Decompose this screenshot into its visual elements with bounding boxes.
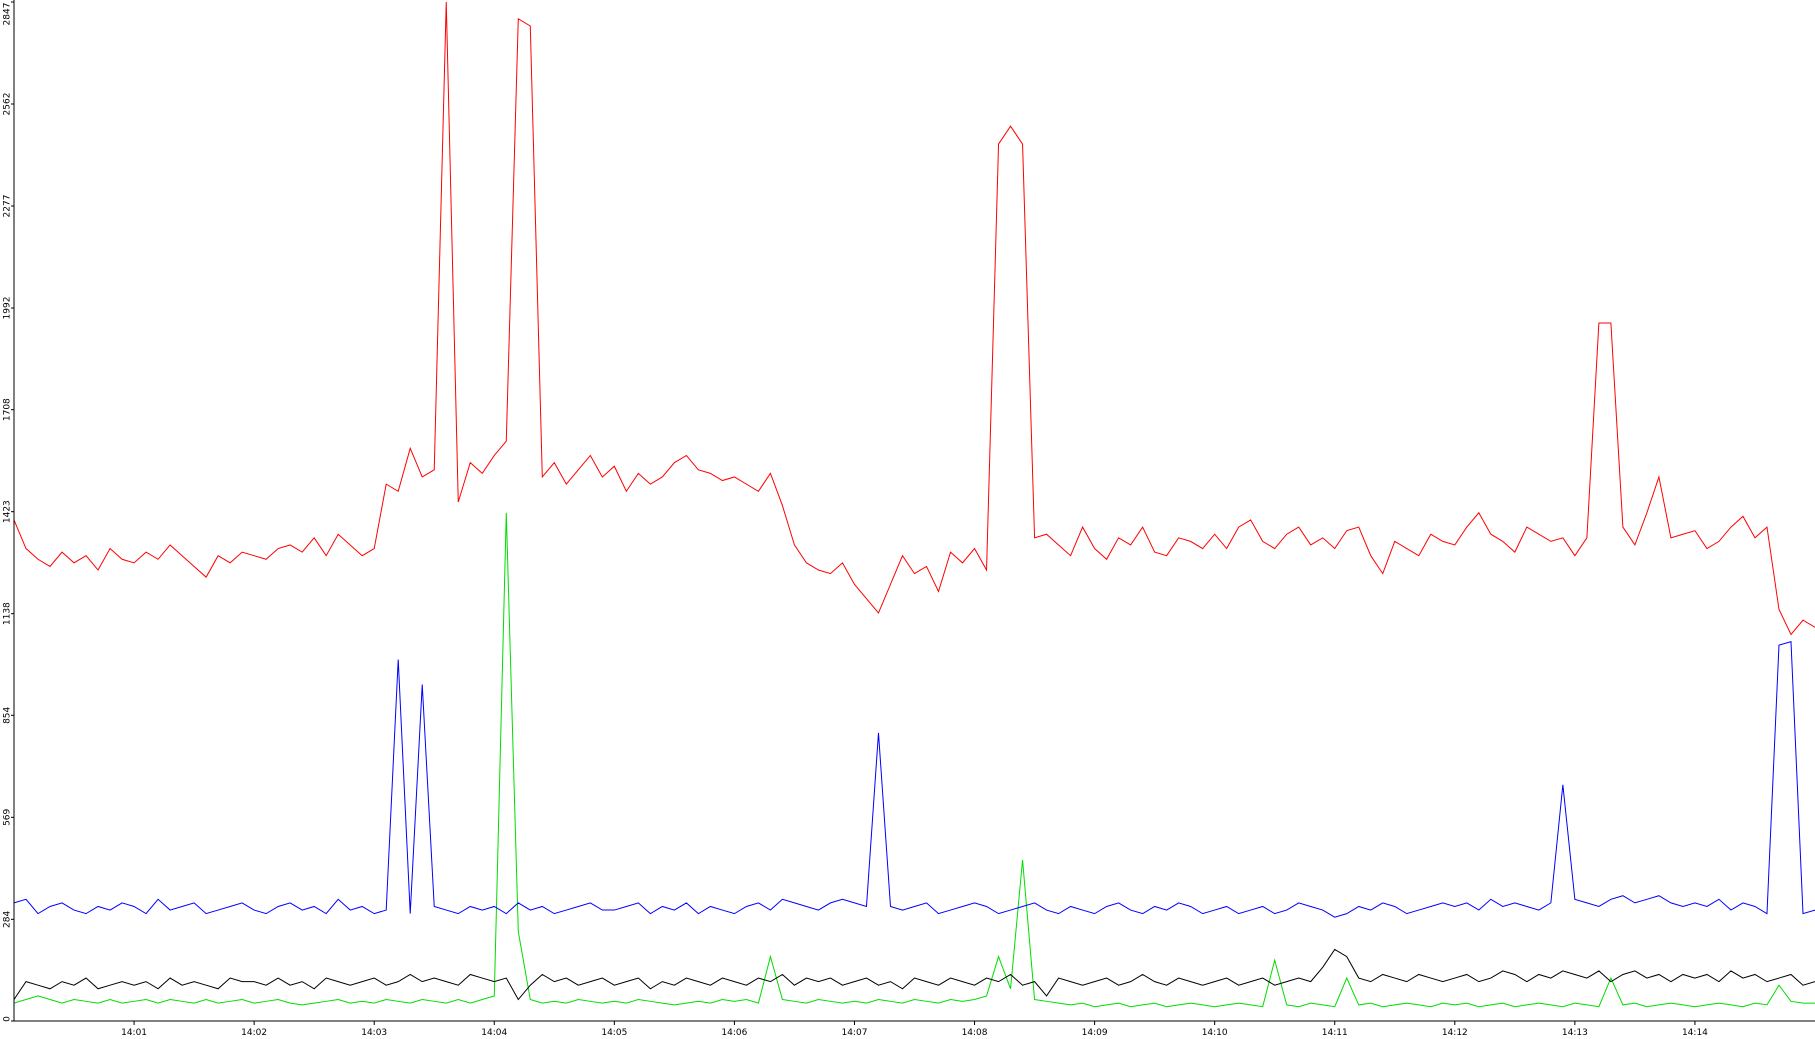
x-tick-label: 14:11 — [1322, 1028, 1348, 1038]
x-tick-label: 14:14 — [1682, 1028, 1708, 1038]
y-tick-label: 2847 — [3, 3, 13, 26]
x-tick-label: 14:08 — [962, 1028, 988, 1038]
y-tick-label: 854 — [3, 706, 13, 723]
y-tick-label: 1423 — [3, 500, 13, 523]
series-line — [13, 1, 1815, 636]
series-line — [13, 512, 1815, 1008]
x-tick-label: 14:13 — [1562, 1028, 1588, 1038]
x-tick-label: 14:04 — [481, 1028, 507, 1038]
y-tick-label: 1138 — [3, 602, 13, 625]
y-tick-label: 0 — [3, 1016, 13, 1022]
x-tick-label: 14:07 — [841, 1028, 867, 1038]
x-tick-label: 14:02 — [241, 1028, 267, 1038]
x-tick-label: 14:01 — [121, 1028, 147, 1038]
x-tick-label: 14:06 — [721, 1028, 747, 1038]
y-tick-label: 1708 — [3, 398, 13, 421]
x-tick-label: 14:10 — [1202, 1028, 1228, 1038]
x-tick-label: 14:12 — [1442, 1028, 1468, 1038]
y-tick-label: 569 — [3, 808, 13, 825]
y-tick-label: 1992 — [3, 297, 13, 320]
x-tick-label: 14:05 — [601, 1028, 627, 1038]
series-line — [13, 948, 1815, 1001]
y-tick-label: 284 — [3, 910, 13, 927]
y-tick-label: 2277 — [3, 195, 13, 218]
series-line — [13, 640, 1815, 918]
x-tick-label: 14:03 — [361, 1028, 387, 1038]
x-tick-label: 14:09 — [1082, 1028, 1108, 1038]
y-tick-label: 2562 — [3, 93, 13, 116]
